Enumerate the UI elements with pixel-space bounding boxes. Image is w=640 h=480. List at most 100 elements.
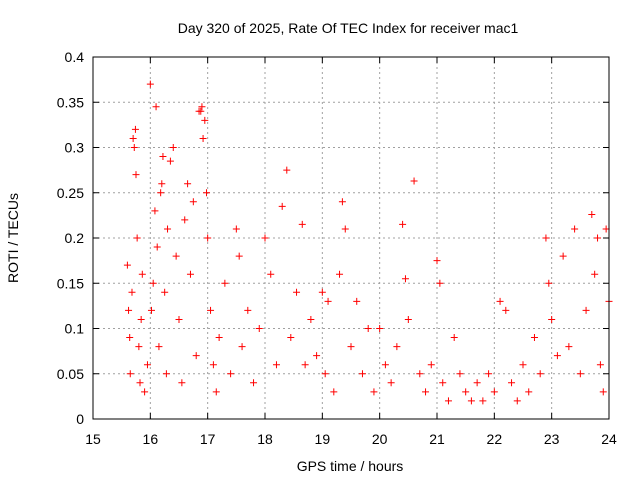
data-point [186,270,194,278]
data-point [596,361,604,369]
data-point [278,202,286,210]
data-point [433,257,441,265]
data-point [301,361,309,369]
data-point [456,370,464,378]
plot-area-frame [92,56,610,420]
data-point [189,198,197,206]
data-point [261,234,269,242]
data-point [181,216,189,224]
data-point [149,279,157,287]
data-point [157,189,165,197]
data-point [152,103,160,111]
data-point [536,370,544,378]
data-point [130,144,138,151]
data-point [178,379,186,387]
data-point [467,397,475,405]
data-point [192,352,200,360]
data-point [321,370,329,378]
data-point [131,125,139,133]
data-point [141,388,149,396]
grid-lines [93,57,609,419]
data-point [153,243,161,251]
data-point [161,288,169,296]
data-point [450,334,458,342]
data-point [126,370,134,378]
data-point [336,270,344,278]
data-point [175,315,183,323]
data-point [298,220,306,228]
data-point [393,343,401,351]
data-point [221,279,229,287]
data-point [313,352,321,360]
data-point [238,343,246,351]
data-point [128,288,136,296]
data-point [376,325,384,332]
data-point [591,270,599,278]
data-point [151,207,159,215]
data-point [387,379,395,387]
data-point [416,370,424,378]
data-point [381,361,389,369]
data-point [439,379,447,387]
y-tick-label: 0.3 [65,140,85,156]
data-point [399,220,407,228]
x-tick-label: 22 [487,431,503,447]
data-point [287,334,295,342]
data-point [502,306,510,314]
x-tick-label: 15 [85,431,101,447]
data-point [401,275,409,283]
data-point [594,234,602,242]
data-point [255,325,263,332]
data-point [250,379,258,387]
data-point [293,288,301,296]
x-tick-label: 20 [372,431,388,447]
x-axis: 15 16 17 18 19 20 21 22 23 24 [85,57,617,447]
data-point [215,334,223,342]
data-point [588,210,596,218]
y-tick-label: 0.05 [57,366,84,382]
data-point [198,103,206,111]
x-tick-label: 24 [601,431,617,447]
data-point [462,388,470,396]
y-tick-label: 0.25 [57,185,84,201]
data-point [318,288,326,296]
data-point [599,388,607,396]
data-point [147,306,155,314]
y-tick-label: 0.15 [57,275,84,291]
data-point [602,225,610,233]
data-point [235,252,243,260]
x-axis-title: GPS time / hours [297,458,404,474]
data-point [155,343,163,351]
data-point [338,198,346,206]
data-point [137,315,145,323]
data-point [133,234,141,242]
x-tick-label: 17 [200,431,216,447]
data-point [272,361,280,369]
data-point [162,370,170,378]
data-point [203,189,211,197]
data-point [143,361,151,369]
y-tick-label: 0.4 [65,49,85,65]
data-point [169,144,177,151]
data-point [444,397,452,405]
data-point [582,306,590,314]
data-point [479,397,487,405]
y-tick-label: 0.2 [65,230,85,246]
data-point [129,134,137,142]
data-point [404,315,412,323]
data-point [158,180,166,188]
x-tick-label: 18 [257,431,273,447]
data-point [330,388,338,396]
data-point [136,379,144,387]
data-point [565,343,573,351]
data-point [201,116,209,124]
chart-title: Day 320 of 2025, Rate Of TEC Index for r… [178,20,519,36]
data-point [341,225,349,233]
data-point [530,334,538,342]
data-point [576,370,584,378]
data-point [513,397,521,405]
data-point [227,370,235,378]
data-point [508,379,516,387]
data-point [207,306,215,314]
